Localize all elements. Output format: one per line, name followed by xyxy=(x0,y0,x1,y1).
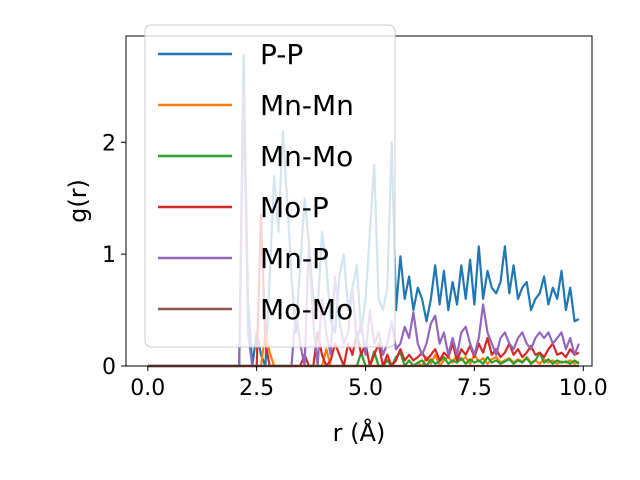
legend: P-P Mn-Mn Mn-Mo Mo-P Mn-P Mo-Mo xyxy=(144,24,396,348)
series-line-1 xyxy=(147,331,580,368)
legend-label: Mn-Mn xyxy=(260,89,354,122)
x-tick-label: 0.0 xyxy=(130,376,165,401)
x-axis-label: r (Å) xyxy=(333,418,386,447)
x-tick-label: 10.0 xyxy=(559,376,608,401)
legend-label: Mn-Mo xyxy=(260,140,353,173)
legend-label: Mn-P xyxy=(260,242,329,275)
legend-label: P-P xyxy=(260,38,303,71)
x-tick-label: 2.5 xyxy=(239,376,274,401)
legend-label: Mo-Mo xyxy=(260,293,353,326)
legend-label: Mo-P xyxy=(260,191,329,224)
y-tick-label: 0 xyxy=(102,355,116,380)
x-tick-label: 7.5 xyxy=(457,376,492,401)
y-tick-label: 2 xyxy=(102,131,116,156)
x-axis-ticks: 0.0 2.5 5.0 7.5 10.0 xyxy=(130,366,608,401)
y-tick-label: 1 xyxy=(102,243,116,268)
y-axis-ticks: 0 1 2 xyxy=(102,131,126,380)
y-axis-label: g(r) xyxy=(64,179,92,223)
x-tick-label: 5.0 xyxy=(348,376,383,401)
